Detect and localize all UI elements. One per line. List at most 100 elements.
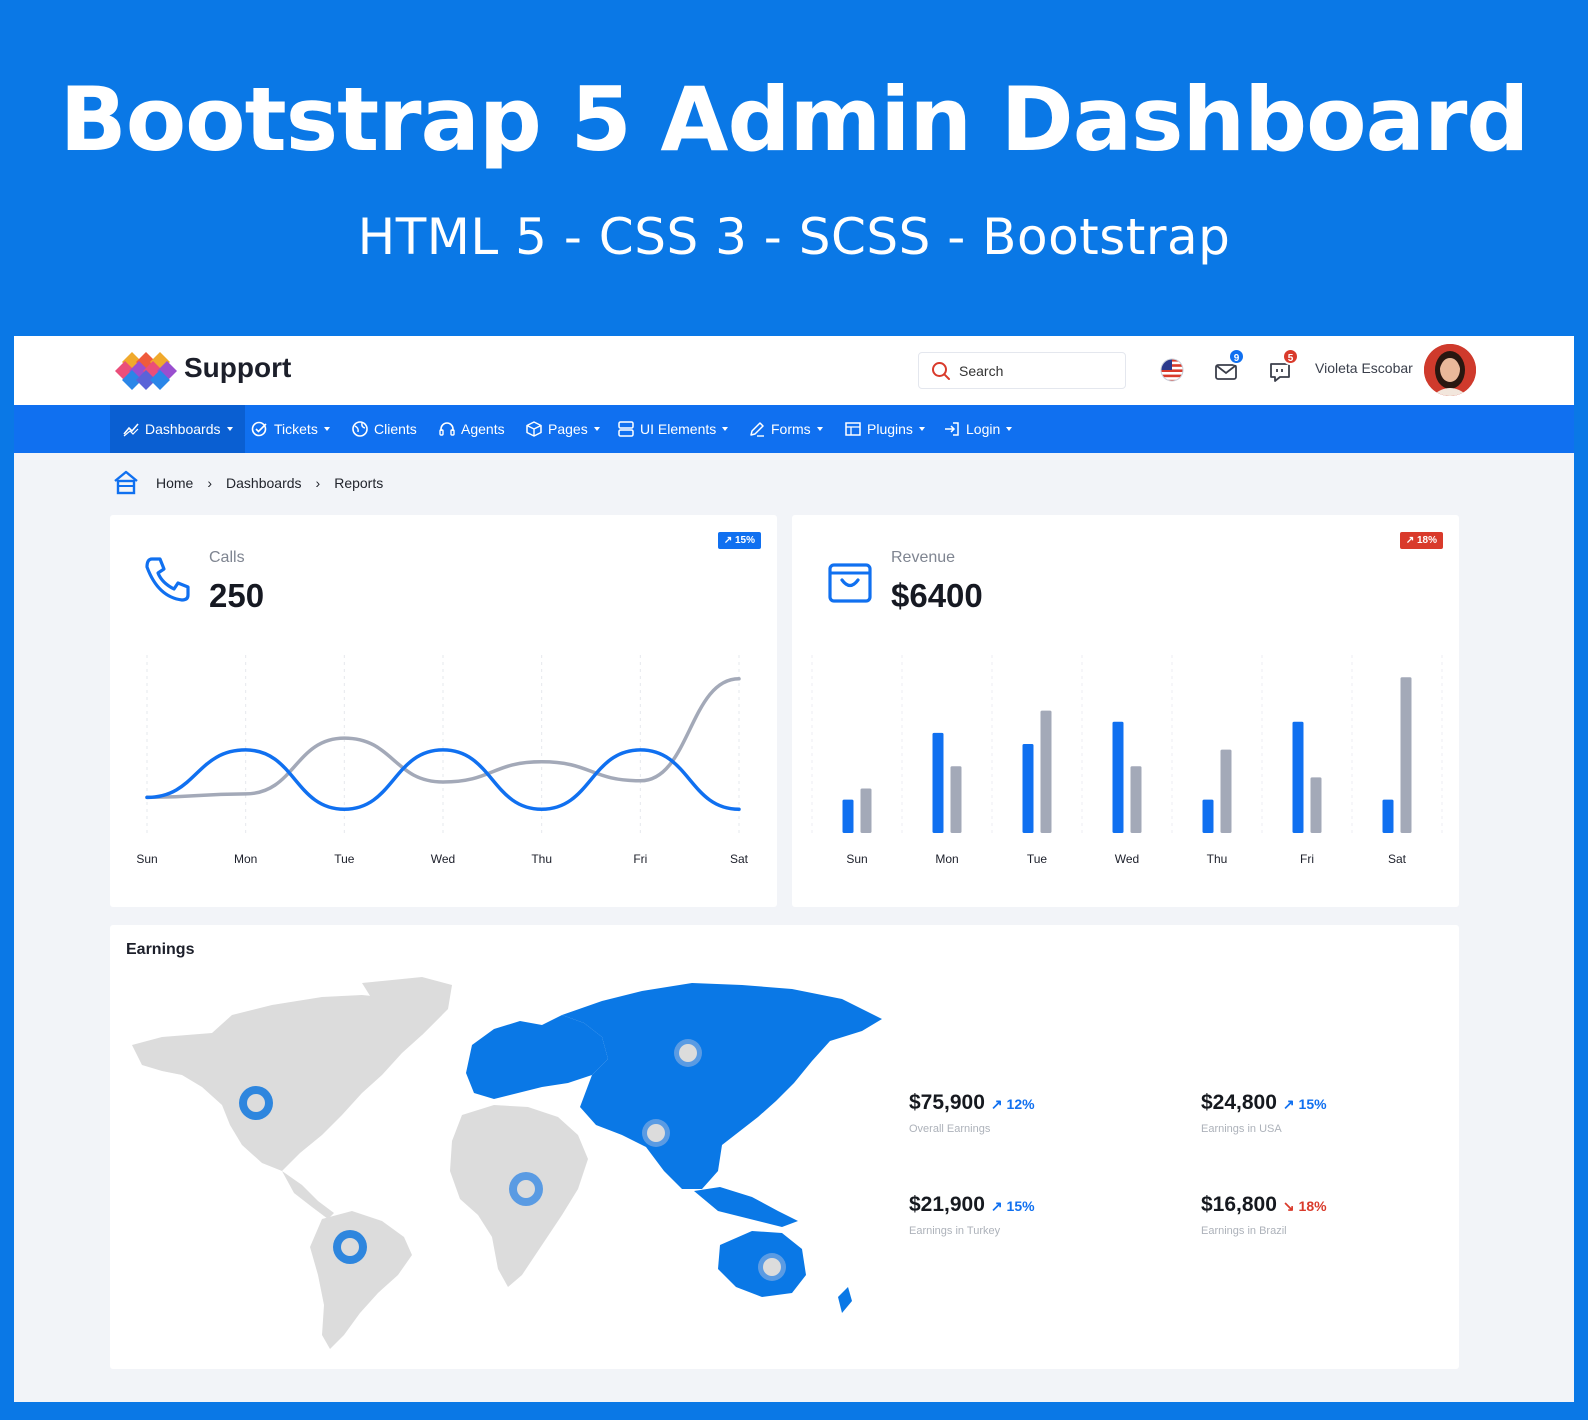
bar [860, 788, 872, 833]
home-icon[interactable] [112, 469, 140, 497]
map-greenland [362, 977, 452, 1037]
stat-percent: 18% [1298, 1198, 1327, 1214]
stat-value: $75,900 [909, 1091, 985, 1114]
chat-button[interactable]: 5 [1264, 348, 1299, 386]
bar [1112, 721, 1124, 833]
stat-label: Earnings in USA [1201, 1123, 1282, 1135]
hero-subtitle: HTML 5 - CSS 3 - SCSS - Bootstrap [357, 208, 1231, 266]
bar [1202, 799, 1214, 833]
language-flag-icon[interactable] [1156, 354, 1188, 386]
stat-percent: 12% [1006, 1096, 1035, 1112]
nav-agents[interactable]: Agents [438, 405, 505, 453]
breadcrumb-dashboards[interactable]: Dashboards [226, 475, 302, 491]
ticket-check-icon [251, 421, 267, 437]
bar [1040, 710, 1052, 833]
phone-icon [145, 557, 190, 602]
top-header: Support [14, 336, 1574, 405]
chat-count-badge: 5 [1282, 348, 1299, 365]
globe-icon [352, 421, 368, 437]
map-north-america [132, 995, 442, 1171]
breadcrumb-home[interactable]: Home [156, 475, 194, 491]
chat-icon [1270, 363, 1290, 382]
map-marker-australia [758, 1253, 786, 1281]
nav-forms[interactable]: Forms [748, 405, 823, 453]
revenue-trend-value: 18% [1416, 535, 1437, 546]
revenue-trend-badge: ↗ 18% [1399, 532, 1443, 549]
calls-trend-value: 15% [734, 535, 755, 546]
map-asia [562, 983, 882, 1189]
box-icon [526, 421, 542, 437]
nav-agents-label: Agents [461, 421, 505, 437]
headset-icon [439, 422, 455, 436]
search-icon [932, 362, 950, 380]
search-input[interactable] [959, 360, 1119, 382]
stat-percent: 15% [1298, 1096, 1327, 1112]
map-marker-africa [509, 1172, 543, 1206]
table-icon [845, 422, 861, 436]
bar [1310, 777, 1322, 833]
logo-icon[interactable] [110, 350, 180, 392]
map-south-america [310, 1211, 412, 1349]
x-tick-label: Fri [1300, 852, 1314, 866]
stat-value: $24,800 [1201, 1091, 1277, 1114]
x-tick-label: Thu [1207, 852, 1228, 866]
login-icon [945, 422, 959, 436]
x-tick-label: Mon [935, 852, 958, 866]
stat-percent: 15% [1006, 1198, 1035, 1214]
x-tick-label: Wed [1115, 852, 1139, 866]
caret-down-icon [722, 427, 729, 431]
server-icon [618, 421, 634, 437]
breadcrumb-reports: Reports [334, 475, 384, 491]
hero-title: Bootstrap 5 Admin Dashboard [59, 68, 1530, 171]
brand-name[interactable]: Support [184, 352, 292, 383]
nav-plugins-label: Plugins [867, 421, 913, 437]
map-marker-russia [674, 1039, 702, 1067]
revenue-value: $6400 [891, 577, 983, 614]
map-europe [466, 1015, 608, 1099]
earnings-stat-brazil: $16,800 ↘ 18% Earnings in Brazil [1201, 1193, 1327, 1237]
bar [1130, 766, 1142, 833]
x-tick-label: Sat [1388, 852, 1407, 866]
user-name[interactable]: Violeta Escobar [1315, 360, 1413, 376]
bar [1022, 744, 1034, 833]
x-tick-label: Tue [334, 852, 355, 866]
calls-card: Calls 250 ↗ 15% Sun Mon Tue Wed Thu Fri Sat [110, 515, 777, 907]
nav-tickets-label: Tickets [274, 421, 318, 437]
stat-value: $21,900 [909, 1193, 985, 1216]
x-tick-label: Mon [234, 852, 257, 866]
trend-up-icon: ↗ 12% [990, 1096, 1035, 1112]
nav-plugins[interactable]: Plugins [844, 405, 925, 453]
map-marker-usa [239, 1086, 273, 1120]
map-marker-turkey-asia [642, 1119, 670, 1147]
revenue-card: Revenue $6400 ↗ 18% Sun Mon Tue Wed Thu Fri Sa… [792, 515, 1459, 907]
x-tick-label: Tue [1027, 852, 1048, 866]
nav-login[interactable]: Login [943, 405, 1013, 453]
map-new-zealand [838, 1287, 852, 1313]
x-tick-label: Sun [846, 852, 867, 866]
bar [932, 732, 944, 833]
earnings-stat-turkey: $21,900 ↗ 15% Earnings in Turkey [909, 1193, 1035, 1237]
nav-pages[interactable]: Pages [525, 405, 600, 453]
world-map [132, 977, 882, 1349]
user-avatar[interactable] [1424, 344, 1476, 396]
nav-dashboards[interactable]: Dashboards [110, 405, 245, 453]
nav-ui-elements[interactable]: UI Elements [617, 405, 729, 453]
map-marker-brazil [333, 1230, 367, 1264]
nav-clients[interactable]: Clients [351, 405, 417, 453]
calls-value: 250 [209, 577, 265, 614]
nav-pages-label: Pages [548, 421, 588, 437]
nav-tickets[interactable]: Tickets [251, 405, 330, 453]
pen-icon [750, 422, 764, 437]
nav-clients-label: Clients [374, 421, 417, 437]
nav-forms-label: Forms [771, 421, 811, 437]
calls-trend-badge: ↗ 15% [717, 532, 761, 549]
mail-count-badge: 9 [1228, 348, 1245, 365]
main-navbar: Dashboards Tickets Clients Agents Pages … [14, 405, 1574, 453]
trend-up-icon: ↗ 15% [1282, 1096, 1327, 1112]
x-tick-label: Wed [431, 852, 455, 866]
mail-button[interactable]: 9 [1210, 348, 1245, 386]
search-box[interactable] [918, 352, 1126, 389]
bar [842, 799, 854, 833]
x-tick-label: Sun [136, 852, 157, 866]
revenue-label: Revenue [891, 549, 956, 566]
